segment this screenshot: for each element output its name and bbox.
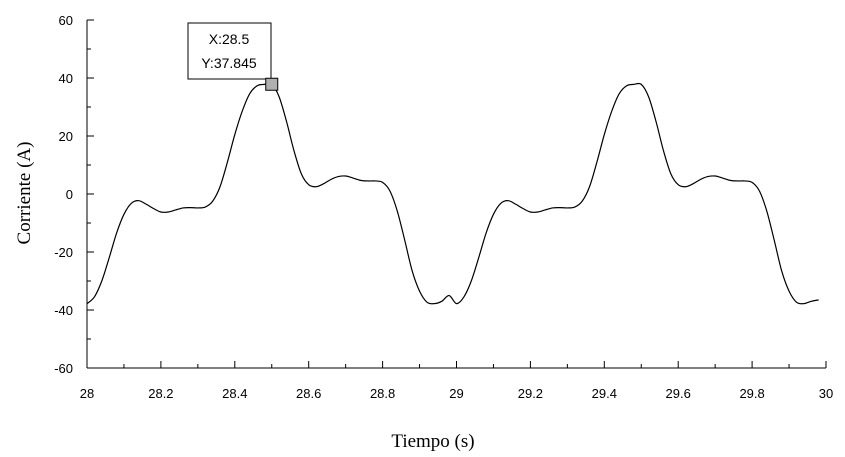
tooltip-x-label: X:28.5 [209, 31, 250, 47]
x-axis: 28 28.2 28.4 28.6 28.8 29 29.2 29.4 29.6 29.8 30 [80, 361, 833, 401]
y-axis: 60 40 20 0 -20 -40 -60 [54, 13, 94, 376]
y-tick-label: 40 [59, 71, 73, 86]
y-tick-label: -20 [54, 245, 73, 260]
series-line [86, 82, 819, 305]
x-tick-label: 28 [80, 386, 94, 401]
x-tick-label: 28.4 [222, 386, 247, 401]
y-tick-label: 60 [59, 13, 73, 28]
x-tick-label: 29.4 [592, 386, 617, 401]
y-tick-label: 0 [66, 187, 73, 202]
x-tick-label: 28.2 [148, 386, 173, 401]
y-tick-label: -60 [54, 361, 73, 376]
x-tick-label: 29.6 [666, 386, 691, 401]
y-tick-label: 20 [59, 129, 73, 144]
x-tick-label: 29 [449, 386, 463, 401]
y-tick-label: -40 [54, 303, 73, 318]
x-axis-title: Tiempo (s) [391, 431, 474, 452]
x-tick-label: 28.8 [370, 386, 395, 401]
x-tick-label: 29.8 [739, 386, 764, 401]
tooltip-y-label: Y:37.845 [201, 55, 256, 71]
x-tick-label: 30 [819, 386, 833, 401]
y-axis-title: Corriente (A) [14, 142, 35, 245]
x-tick-label: 28.6 [296, 386, 321, 401]
tooltip-box [187, 22, 272, 80]
x-tick-label: 29.2 [518, 386, 543, 401]
data-tooltip: X:28.5 Y:37.845 [187, 22, 279, 91]
tooltip-marker[interactable] [265, 77, 279, 91]
